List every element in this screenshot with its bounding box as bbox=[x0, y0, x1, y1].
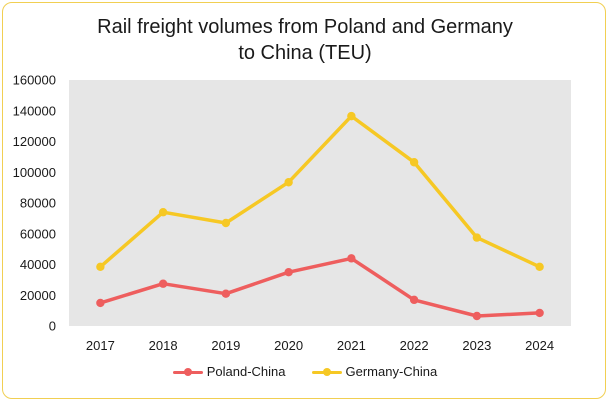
x-tick-label: 2019 bbox=[211, 338, 240, 353]
y-tick-label: 140000 bbox=[13, 103, 56, 118]
x-tick-label: 2021 bbox=[337, 338, 366, 353]
data-point-poland-china bbox=[96, 298, 105, 308]
y-tick-label: 40000 bbox=[20, 257, 56, 272]
x-tick-label: 2020 bbox=[274, 338, 303, 353]
y-tick-label: 100000 bbox=[13, 165, 56, 180]
data-point-germany-china bbox=[221, 218, 231, 228]
series-line-germany-china bbox=[98, 114, 542, 269]
x-tick-label: 2024 bbox=[525, 338, 554, 353]
data-point-germany-china bbox=[472, 233, 482, 242]
y-tick-label: 80000 bbox=[20, 196, 56, 211]
chart-title-line-1: Rail freight volumes from Poland and Ger… bbox=[97, 16, 513, 38]
y-axis-ticks: 0 20000 40000 60000 80000 100000 120000 140000 1… bbox=[13, 73, 56, 334]
plot-area bbox=[69, 80, 571, 326]
chart-title: Rail freight volumes from Poland and Ger… bbox=[0, 14, 610, 66]
legend-label-germany-china: Germany-China bbox=[345, 364, 438, 379]
y-tick-label: 0 bbox=[49, 319, 56, 334]
y-tick-label: 60000 bbox=[20, 226, 56, 241]
data-point-germany-china bbox=[409, 158, 419, 167]
chart-title-line-2: to China (TEU) bbox=[238, 42, 372, 64]
data-point-germany-china bbox=[96, 262, 105, 272]
data-point-germany-china bbox=[347, 111, 356, 121]
data-point-poland-china bbox=[535, 308, 544, 318]
data-point-poland-china bbox=[472, 311, 482, 321]
x-tick-label: 2018 bbox=[149, 338, 178, 353]
legend-swatch-germany-china bbox=[311, 367, 342, 377]
data-point-poland-china bbox=[409, 295, 419, 305]
data-point-poland-china bbox=[221, 289, 231, 298]
legend-item-poland-china: Poland-China bbox=[172, 364, 286, 379]
data-point-germany-china bbox=[535, 262, 544, 272]
data-point-germany-china bbox=[158, 208, 168, 217]
x-axis-ticks: 2017 2018 2019 2020 2021 2022 2023 2024 bbox=[86, 338, 554, 353]
data-point-poland-china bbox=[158, 279, 168, 288]
legend-label-poland-china: Poland-China bbox=[206, 364, 286, 379]
legend: Poland-China Germany-China bbox=[0, 364, 610, 379]
series-line-poland-china bbox=[98, 256, 542, 318]
legend-item-germany-china: Germany-China bbox=[311, 364, 438, 379]
data-point-poland-china bbox=[347, 254, 356, 263]
y-tick-label: 20000 bbox=[20, 288, 56, 303]
data-point-poland-china bbox=[284, 267, 293, 277]
y-tick-label: 160000 bbox=[13, 73, 56, 88]
series-layer bbox=[96, 111, 544, 321]
x-tick-label: 2023 bbox=[462, 338, 491, 353]
x-tick-label: 2022 bbox=[400, 338, 429, 353]
x-tick-label: 2017 bbox=[86, 338, 115, 353]
y-tick-label: 120000 bbox=[13, 134, 56, 149]
data-point-germany-china bbox=[284, 178, 293, 187]
legend-swatch-poland-china bbox=[172, 367, 203, 377]
